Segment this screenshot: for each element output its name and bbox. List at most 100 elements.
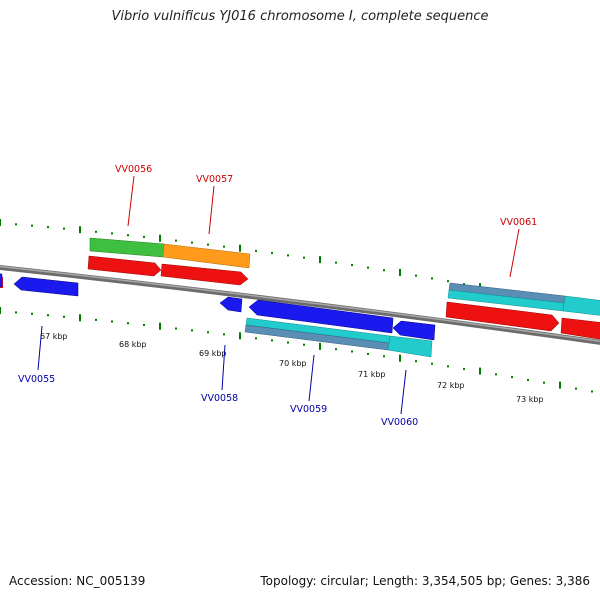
- reverse-tick-minor: [351, 350, 353, 353]
- reverse-tick-minor: [447, 365, 449, 368]
- reverse-tick-major: [559, 381, 561, 389]
- reverse-tick-minor: [287, 341, 289, 344]
- gene-label-vv0055[interactable]: VV0055: [18, 374, 55, 385]
- reverse-tick-minor: [335, 348, 337, 351]
- forward-tick-major: [399, 268, 401, 276]
- scale-label-71: 71 kbp: [358, 370, 386, 379]
- gene-label-vv0060[interactable]: VV0060: [381, 417, 418, 428]
- scale-labels: 67 kbp 68 kbp 69 kbp 70 kbp 71 kbp 72 kb…: [40, 332, 544, 404]
- reverse-tick-minor: [47, 314, 49, 317]
- genome-summary: Topology: circular; Length: 3,354,505 bp…: [260, 574, 590, 588]
- gene-labels: VV0056 VV0057 VV0061 VV0055 VV0058 VV005…: [18, 164, 537, 428]
- forward-tick-minor: [463, 283, 465, 286]
- forward-tick-minor: [367, 266, 369, 269]
- reverse-features: [0, 273, 436, 358]
- forward-tick-major: [79, 226, 81, 234]
- forward-tick-minor: [111, 232, 113, 235]
- reverse-tick-minor: [111, 320, 113, 323]
- backbone-highlight: [0, 265, 600, 343]
- gene-label-vv0061[interactable]: VV0061: [500, 217, 537, 228]
- cds-arrow-vv0056[interactable]: [87, 255, 162, 277]
- reverse-tick-minor: [463, 367, 465, 370]
- reverse-tick-minor: [191, 329, 193, 332]
- reverse-tick-minor: [527, 378, 529, 381]
- cds-arrow-vv0059[interactable]: [248, 299, 394, 334]
- cds-arrow-vv0062[interactable]: [560, 317, 600, 340]
- cds-arrow-vv0061[interactable]: [445, 301, 560, 332]
- cds-arrow-vv0058[interactable]: [219, 296, 243, 313]
- forward-tick-minor: [383, 269, 385, 272]
- forward-tick-minor: [303, 256, 305, 259]
- reverse-tick-major: [319, 342, 321, 350]
- reverse-tick-minor: [175, 327, 177, 330]
- forward-tick-minor: [95, 230, 97, 233]
- cog-bar-vv0062[interactable]: [562, 295, 600, 316]
- reverse-tick-minor: [495, 373, 497, 376]
- forward-tick-minor: [63, 227, 65, 230]
- forward-tick-minor: [335, 261, 337, 264]
- forward-tick-minor: [31, 224, 33, 227]
- forward-tick-minor: [143, 235, 145, 238]
- reverse-tick-minor: [15, 311, 17, 314]
- reverse-tick-minor: [415, 360, 417, 363]
- reverse-tick-minor: [255, 337, 257, 340]
- reverse-tick-minor: [575, 387, 577, 390]
- scale-label-72: 72 kbp: [437, 381, 465, 390]
- gene-label-vv0058[interactable]: VV0058: [201, 393, 238, 404]
- reverse-tick-minor: [431, 362, 433, 365]
- forward-tick-minor: [255, 249, 257, 252]
- reverse-tick-minor: [127, 322, 129, 325]
- reverse-tick-major: [0, 307, 1, 314]
- reverse-tick-major: [79, 314, 81, 322]
- leader-vv0058: [221, 344, 226, 391]
- reverse-tick-minor: [207, 331, 209, 334]
- leader-vv0060: [400, 369, 407, 415]
- reverse-tick-minor: [511, 376, 513, 379]
- scale-label-69: 69 kbp: [199, 349, 227, 358]
- forward-tick-minor: [431, 277, 433, 280]
- cog-bar-vv0060[interactable]: [387, 335, 433, 358]
- cds-arrow-vv0060[interactable]: [392, 320, 436, 341]
- forward-tick-minor: [447, 280, 449, 283]
- leader-vv0055: [37, 325, 43, 371]
- forward-tick-minor: [127, 234, 129, 237]
- cds-arrow-left-edge[interactable]: [0, 273, 3, 288]
- scale-label-67: 67 kbp: [40, 332, 68, 341]
- accession-label: Accession: NC_005139: [9, 574, 146, 588]
- forward-tick-major: [239, 244, 241, 252]
- reverse-tick-minor: [271, 339, 273, 342]
- reverse-tick-minor: [383, 355, 385, 358]
- gene-label-vv0057[interactable]: VV0057: [196, 174, 233, 185]
- forward-tick-major: [159, 234, 161, 242]
- leader-vv0056: [127, 175, 135, 227]
- forward-tick-minor: [207, 243, 209, 246]
- cog-bar-vv0057[interactable]: [162, 243, 251, 269]
- cds-arrow-vv0055[interactable]: [13, 276, 79, 297]
- forward-tick-minor: [15, 223, 17, 226]
- reverse-tick-major: [239, 332, 241, 340]
- forward-tick-minor: [287, 254, 289, 257]
- forward-tick-major: [0, 219, 1, 226]
- leader-vv0061: [509, 228, 520, 278]
- forward-tick-minor: [175, 239, 177, 242]
- forward-tick-major: [319, 256, 321, 264]
- reverse-tick-minor: [63, 315, 65, 318]
- forward-tick-minor: [191, 241, 193, 244]
- reverse-tick-ring: [0, 307, 593, 393]
- forward-features: [87, 237, 600, 340]
- forward-tick-minor: [271, 252, 273, 255]
- leader-vv0057: [208, 185, 215, 235]
- gene-label-vv0056[interactable]: VV0056: [115, 164, 152, 175]
- reverse-tick-minor: [223, 333, 225, 336]
- backbone-line: [0, 265, 600, 345]
- gene-label-vv0059[interactable]: VV0059: [290, 404, 327, 415]
- map-title: Vibrio vulnificus YJ016 chromosome I, co…: [111, 9, 489, 24]
- cds-arrow-vv0057[interactable]: [160, 263, 249, 286]
- reverse-tick-major: [399, 354, 401, 362]
- reverse-tick-minor: [95, 318, 97, 321]
- reverse-tick-minor: [143, 324, 145, 326]
- scale-label-73: 73 kbp: [516, 395, 544, 404]
- cog-bar-vv0056[interactable]: [89, 237, 165, 258]
- leader-vv0059: [308, 354, 315, 402]
